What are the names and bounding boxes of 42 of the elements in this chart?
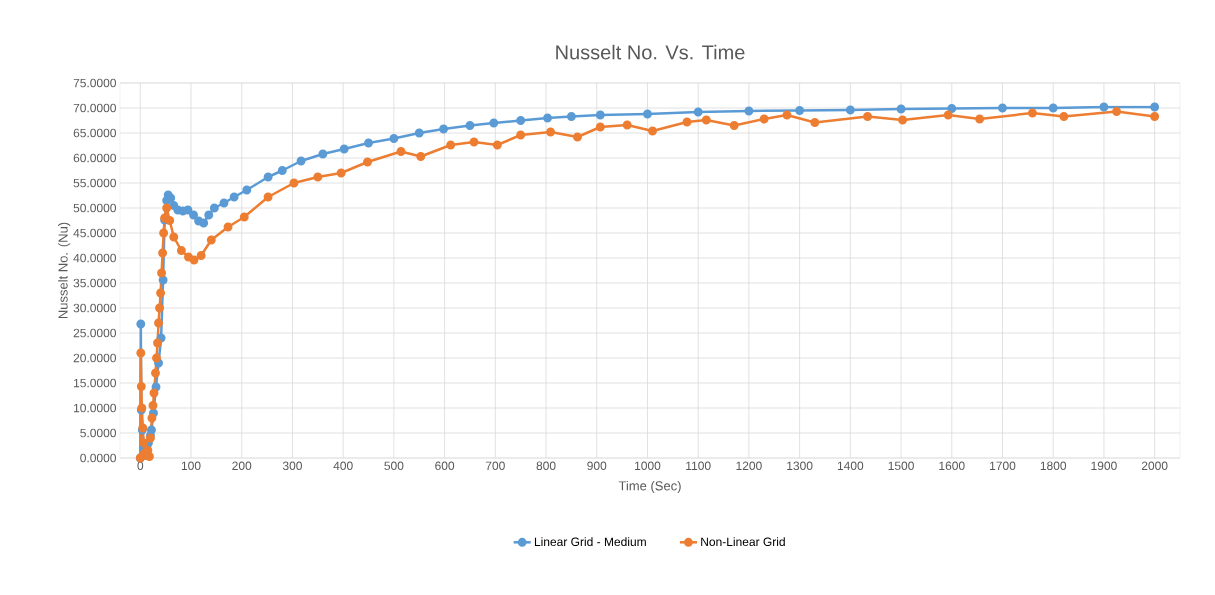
x-tick-label: 1700: [990, 461, 1016, 471]
x-tick-label: 600: [435, 461, 455, 471]
y-tick-label: 60.0000: [73, 153, 116, 163]
x-tick-label: 200: [232, 461, 252, 471]
y-tick-label: 40.0000: [73, 253, 116, 263]
y-tick-label: 10.0000: [74, 403, 116, 413]
x-tick-label: 100: [181, 461, 201, 471]
x-tick-label: 700: [485, 461, 505, 471]
y-tick-label: 15.0000: [74, 378, 116, 388]
legend-label: Non-Linear Grid: [701, 537, 785, 546]
y-tick-label: 65.0000: [73, 128, 116, 138]
y-tick-label: 25.0000: [73, 328, 116, 338]
y-tick-label: 35.0000: [73, 278, 116, 288]
y-tick-label: 70.0000: [73, 103, 116, 113]
x-tick-label: 1300: [787, 461, 813, 471]
y-tick-label: 55.0000: [73, 178, 116, 188]
x-tick-label: 1000: [635, 461, 661, 471]
x-tick-label: 300: [282, 461, 302, 471]
chart-title: Nusselt No. Vs. Time: [556, 44, 745, 60]
x-tick-label: 1200: [736, 461, 762, 471]
y-axis-title: Nusselt No. (Nu): [58, 222, 71, 319]
y-tick-label: 30.0000: [73, 303, 116, 313]
y-tick-label: 50.0000: [73, 203, 116, 213]
x-tick-label: 1900: [1091, 461, 1117, 471]
x-tick-label: 800: [536, 461, 556, 471]
y-tick-label: 5.0000: [80, 428, 116, 438]
y-tick-label: 0.0000: [80, 453, 116, 463]
x-tick-label: 1600: [939, 461, 965, 471]
x-axis-title: Time (Sec): [618, 480, 681, 494]
x-tick-label: 1800: [1040, 461, 1067, 471]
x-tick-label: 1400: [837, 461, 864, 471]
y-tick-label: 75.0000: [73, 78, 116, 88]
y-tick-label: 45.0000: [73, 228, 116, 238]
y-tick-label: 20.0000: [73, 353, 116, 363]
x-tick-label: 500: [384, 461, 404, 471]
x-tick-label: 2000: [1141, 461, 1168, 471]
x-tick-label: 900: [587, 461, 607, 471]
x-tick-label: 1100: [686, 461, 711, 471]
x-tick-label: 400: [333, 461, 353, 471]
x-tick-label: 1500: [888, 461, 914, 471]
x-tick-label: 0: [137, 461, 144, 471]
legend-label: Linear Grid - Medium: [534, 537, 646, 546]
